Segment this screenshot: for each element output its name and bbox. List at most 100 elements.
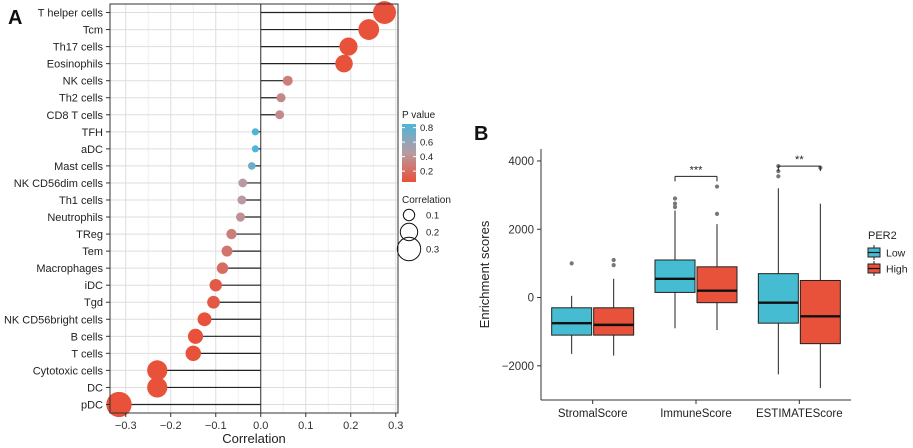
lollipop-dots [106,1,396,418]
box-low [551,261,593,354]
x-tick-label: 0.0 [253,420,268,432]
box-low [757,163,799,375]
outlier-point [569,261,574,266]
y-tick-label: 4000 [508,156,534,168]
lollipop-dot [197,312,212,327]
p-value-legend-label: 0.2 [420,167,433,178]
cell-type-label: T helper cells [38,8,104,20]
cell-type-labels: T helper cells Tcm Th17 cells Eosinophils NK… [4,8,110,411]
cell-type-label: NK CD56dim cells [14,178,104,190]
correlation-legend-title: Correlation [402,195,451,206]
correlation-legend-label: 0.2 [426,228,439,239]
lollipop-dot [276,93,286,103]
outlier-point [611,257,616,263]
cell-type-label: Th17 cells [53,42,104,54]
cell-type-label: pDC [81,399,103,411]
lollipop-dot [185,345,201,362]
outlier-point [672,204,678,210]
lollipop-dot [207,295,220,309]
lollipop-dot [226,228,237,240]
per2-legend-item: Low [867,245,906,260]
box-iqr [696,266,738,304]
y-axis-title: Enrichment scores [477,220,492,328]
cell-type-label: aDC [81,144,103,156]
per2-legend-label: High [886,264,908,276]
cell-type-label: Cytotoxic cells [33,365,104,377]
box-iqr [654,259,696,293]
lollipop-dot [339,37,358,56]
cell-type-label: NK CD56bright cells [4,314,104,326]
box-high [799,165,841,389]
cell-type-label: Th2 cells [59,93,104,105]
box-high [593,257,635,356]
correlation-legend-label: 0.1 [426,211,439,222]
panel-a-plot-frame [109,3,399,414]
correlation-size-legend: Correlation 0.1 0.2 0.3 [396,195,451,262]
significance-label: ** [795,154,804,166]
lollipop-dot [147,377,168,398]
outlier-point [611,263,616,268]
cell-type-label: TReg [76,229,103,241]
panel-a-gridlines [110,4,398,413]
outlier-point [776,174,781,179]
y-tick-label: −2000 [502,361,534,373]
box-iqr [757,273,799,324]
lollipop-dot [282,75,293,86]
correlation-legend-circle [399,222,419,242]
lollipop-dot [209,278,222,292]
p-value-legend-label: 0.6 [420,138,433,149]
cell-type-label: DC [87,382,103,394]
box-low [654,196,696,329]
significance-brackets: ***** [674,154,821,182]
lollipop-dot [247,162,256,170]
x-tick-label: −0.3 [115,420,137,432]
lollipop-dot [373,1,396,24]
lollipop-dot [251,145,259,153]
panel-a-x-axis: −0.3 −0.2 −0.1 0.0 0.1 0.2 0.3 [115,413,403,432]
lollipop-dot [251,128,259,136]
per2-legend-item: High [867,261,908,276]
cell-type-label: Th1 cells [59,195,104,207]
lollipop-dot [235,212,246,222]
category-label: StromalScore [558,408,628,420]
lollipop-dot [106,391,132,418]
x-axis-title: Correlation [222,431,286,446]
lollipop-dot [216,262,229,274]
lollipop-dot [237,195,247,205]
cell-type-label: Macrophages [36,263,103,275]
lollipop-dot [275,110,285,120]
per2-legend-title: PER2 [868,230,897,242]
panel-a-label: A [8,7,22,29]
cell-type-label: CD8 T cells [47,110,104,122]
panel-a-lollipop-chart: A T helper cells Tcm Th17 cells Eosinophils… [4,1,451,446]
boxes [551,163,841,389]
outlier-point [672,201,678,206]
outlier-point [714,211,720,216]
cell-type-label: Mast cells [54,161,103,173]
lollipop-dot [238,178,248,188]
per2-legend: PER2 Low High [867,230,908,276]
cell-type-label: Neutrophils [47,212,103,224]
p-value-colorbar [402,124,416,182]
lollipop-dot [187,328,204,344]
cell-type-label: Eosinophils [47,59,104,71]
p-value-legend-label: 0.4 [420,152,433,163]
cell-type-label: Tgd [84,297,103,309]
outlier-point [672,196,678,201]
significance-label: *** [690,164,704,176]
category-label: ImmuneScore [660,408,732,420]
x-tick-label: −0.1 [205,420,227,432]
outlier-point [714,184,720,189]
lollipop-dot [358,19,380,40]
category-label: ESTIMATEScore [756,408,843,420]
correlation-legend-label: 0.3 [426,245,439,256]
cell-type-label: NK cells [63,76,104,88]
cell-type-label: Tem [82,246,103,258]
x-tick-label: 0.1 [298,420,313,432]
box-iqr [551,307,593,336]
cell-type-label: Tcm [83,25,103,37]
correlation-legend-circle [402,208,416,222]
cell-type-label: T cells [71,348,103,360]
p-value-legend-title: P value [402,110,436,121]
cell-type-label: iDC [85,280,103,292]
